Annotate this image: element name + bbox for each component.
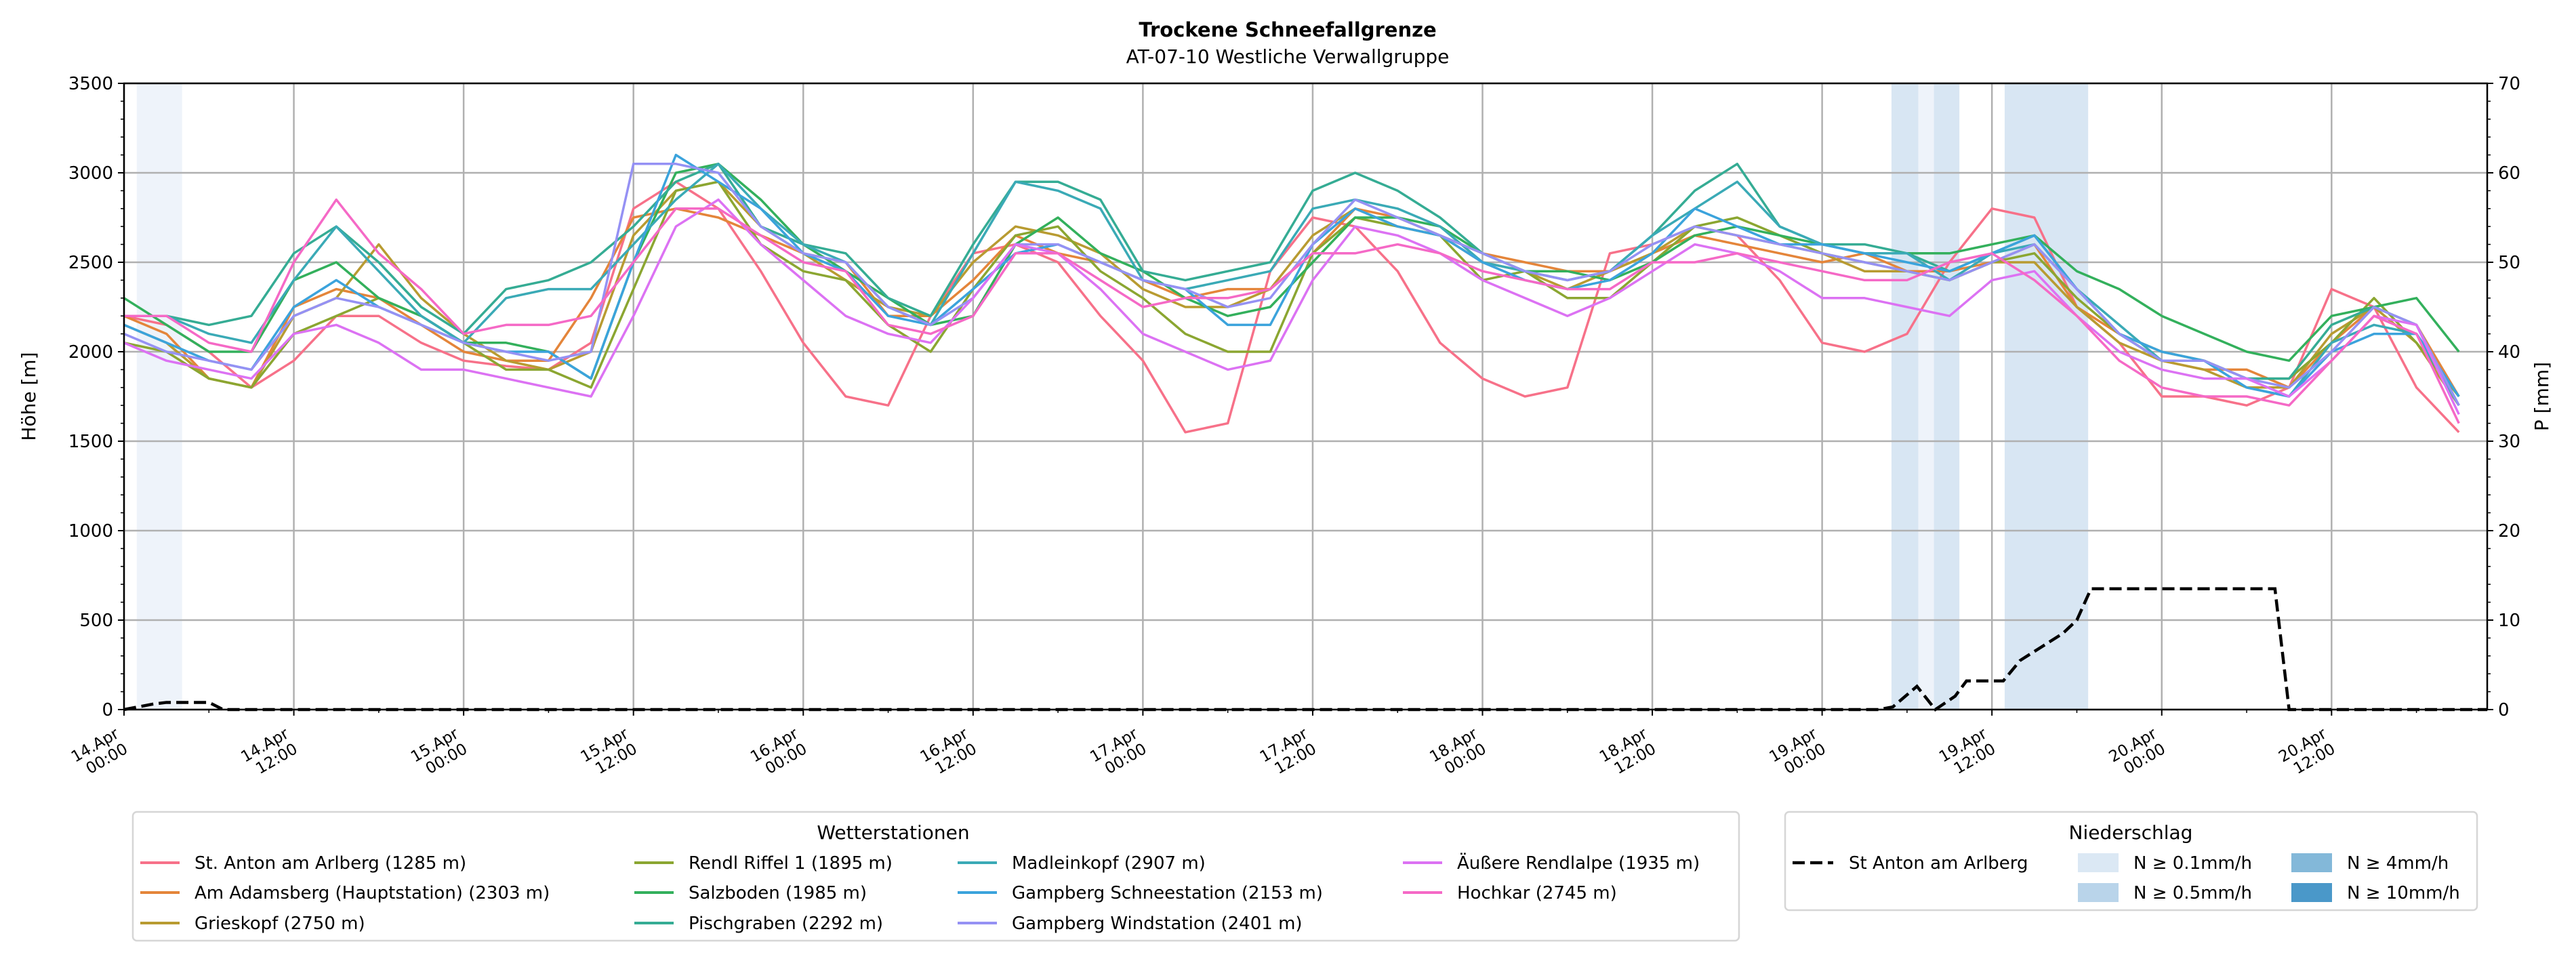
precip-line [123,587,2487,712]
legend-label: Pischgraben (2292 m) [689,914,883,934]
legend-label: Gampberg Schneestation (2153 m) [1012,883,1323,903]
legend-precip-level-label: N ≥ 4mm/h [2347,853,2449,874]
legend-precip-level-label: N ≥ 0.1mm/h [2133,853,2252,874]
legend-label: Gampberg Windstation (2401 m) [1012,914,1303,934]
chart-title: Trockene Schneefallgrenze [1139,18,1436,41]
x-tick-label: 19.Apr00:00 [1766,724,1829,781]
precip-band [2004,83,2089,710]
x-tick-label: 18.Apr12:00 [1597,724,1660,781]
legend-stations-title: Wetterstationen [817,821,969,844]
y-right-tick-label: 60 [2498,163,2520,184]
axes: 0 500 1000 1500 2000 2500 3000 3500 0 10 20 30 40 50 6… [68,74,2520,781]
x-tick-label: 16.Apr12:00 [918,724,981,781]
legend-precip-level-label: N ≥ 0.5mm/h [2133,883,2252,903]
x-tick-label: 20.Apr00:00 [2106,724,2169,781]
series-line [124,198,2460,424]
x-tick-label: 20.Apr12:00 [2276,724,2339,781]
y-tick-label: 3500 [68,74,113,94]
precip-band [1891,83,1919,710]
legend-label: Madleinkopf (2907 m) [1012,853,1206,874]
legend-precip-level-label: N ≥ 10mm/h [2347,883,2460,903]
y-tick-label: 2500 [68,253,113,273]
x-tick-label: 19.Apr12:00 [1936,724,1999,781]
legend-precip-level-swatch [2078,883,2119,902]
legend-precip: Niederschlag St Anton am Arlberg N ≥ 0.1mm… [1784,811,2478,912]
grid-lines [123,82,2487,711]
y-right-tick-label: 30 [2498,432,2520,452]
chart-subtitle: AT-07-10 Westliche Verwallgruppe [1126,45,1450,68]
y-right-tick-label: 40 [2498,342,2520,363]
y-tick-label: 1500 [68,432,113,452]
legend-precip-line-label: St Anton am Arlberg [1849,853,2028,874]
legend-label: Grieskopf (2750 m) [195,914,365,934]
y-right-tick-label: 10 [2498,611,2520,631]
legend-label: St. Anton am Arlberg (1285 m) [195,853,466,874]
series-line [123,198,2460,415]
legend-precip-level-swatch [2291,853,2332,872]
legend-label: Hochkar (2745 m) [1457,883,1617,903]
station-lines [123,153,2460,434]
y-right-tick-label: 50 [2498,253,2520,273]
precip-series-line [123,587,2487,712]
precip-band [1918,83,1934,710]
legend-precip-level-swatch [2291,883,2332,902]
precip-band [136,83,182,710]
x-tick-label: 14.Apr12:00 [238,724,301,781]
x-tick-label: 15.Apr12:00 [578,724,641,781]
legend-label: Rendl Riffel 1 (1895 m) [689,853,893,874]
x-tick-label: 18.Apr00:00 [1427,724,1490,781]
legend-label: Salzboden (1985 m) [689,883,867,903]
legend-stations: Wetterstationen St. Anton am Arlberg (128… [131,811,1740,942]
x-tick-label: 17.Apr12:00 [1257,724,1320,781]
legend-label: Äußere Rendlalpe (1935 m) [1457,852,1700,874]
legend-label: Am Adamsberg (Hauptstation) (2303 m) [195,883,550,903]
y-axis-right-label: P [mm] [2531,362,2553,431]
y-tick-label: 3000 [68,163,113,184]
y-right-tick-label: 0 [2498,700,2510,720]
y-tick-label: 1000 [68,521,113,541]
legend-precip-title: Niederschlag [2069,821,2193,844]
y-axis-label: Höhe [m] [18,352,40,441]
y-tick-label: 2000 [68,342,113,363]
plot-frame [123,82,2489,711]
y-right-tick-label: 70 [2498,74,2520,94]
legend-stations-box [131,811,1740,942]
x-tick-label: 16.Apr00:00 [748,724,811,781]
y-right-tick-label: 20 [2498,521,2520,541]
series-line [123,180,2460,407]
series-line [123,153,2460,398]
x-tick-label: 14.Apr00:00 [68,724,131,781]
series-line [123,180,2460,398]
precip-bands [136,83,2089,710]
x-tick-label: 15.Apr00:00 [408,724,471,781]
y-tick-label: 500 [79,611,113,631]
x-tick-label: 17.Apr00:00 [1087,724,1150,781]
series-line [123,180,2460,434]
y-tick-label: 0 [102,700,113,720]
precip-band [1934,83,1960,710]
legend-precip-level-swatch [2078,853,2119,872]
